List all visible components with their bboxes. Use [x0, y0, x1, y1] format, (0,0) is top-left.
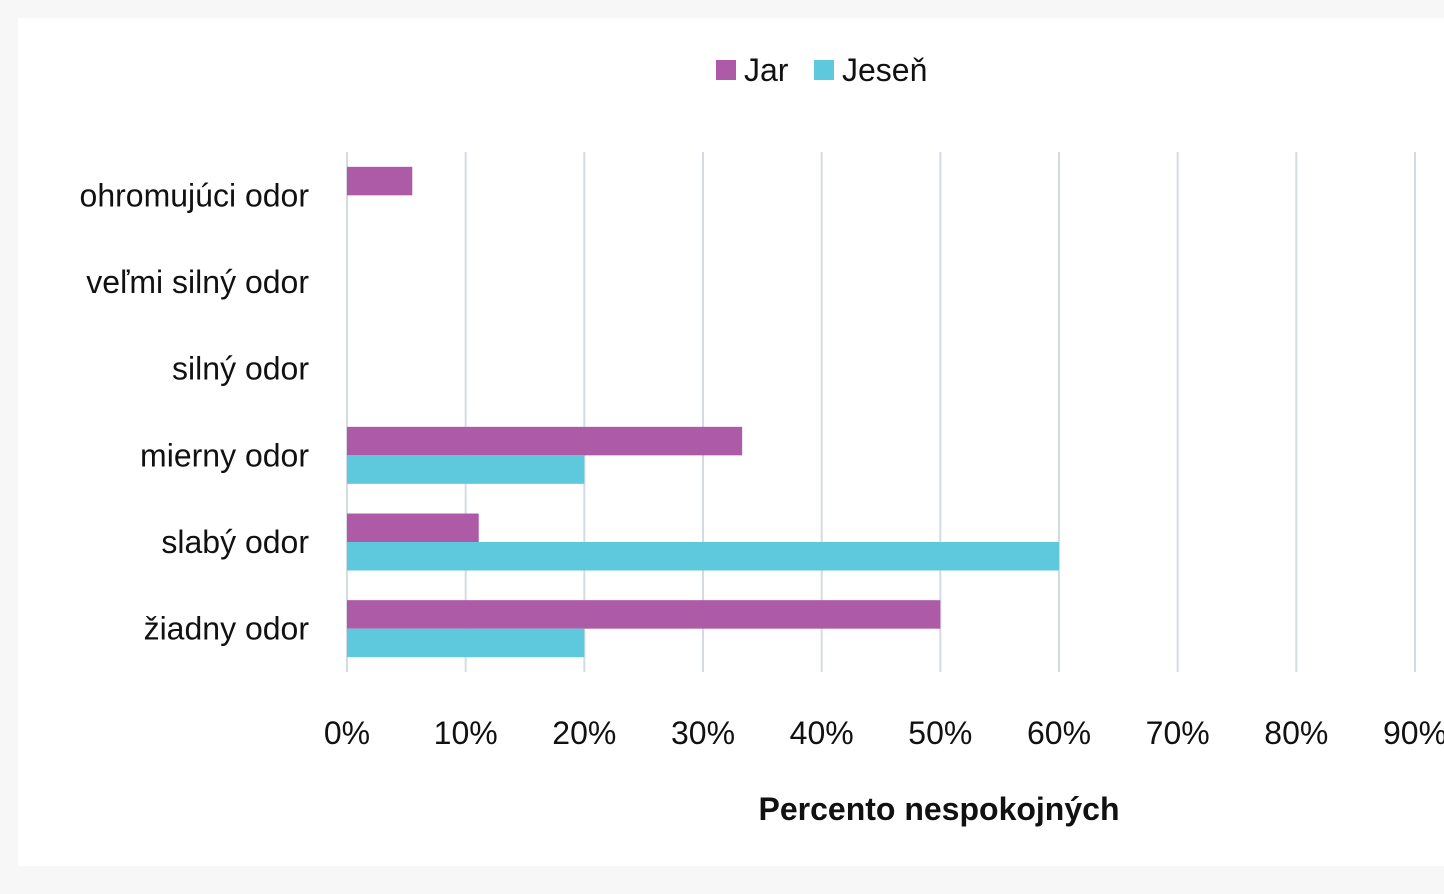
tick-labels: 0% 10% 20% 30% 40% 50% 60% 70% 80% 90%: [324, 715, 1444, 751]
x-tick-label: 60%: [1027, 715, 1091, 751]
bar-jeseň: [347, 628, 585, 658]
bar-jar: [347, 513, 479, 542]
legend-label: Jar: [744, 52, 789, 88]
x-tick-label: 20%: [552, 715, 616, 751]
legend-swatch: [716, 60, 736, 80]
x-tick-label: 80%: [1264, 715, 1328, 751]
x-tick-label: 50%: [908, 715, 972, 751]
x-tick-label: 10%: [434, 715, 498, 751]
legend: Jar Jeseň: [716, 52, 927, 88]
bar-chart: ohromujúci odor veľmi silný odor silný odo…: [80, 52, 1444, 827]
category-label: mierny odor: [140, 437, 309, 473]
category-labels: ohromujúci odor veľmi silný odor silný odo…: [80, 177, 310, 646]
bars: [347, 166, 1059, 658]
category-label: silný odor: [172, 351, 309, 387]
x-tick-label: 70%: [1146, 715, 1210, 751]
bar-jeseň: [347, 542, 1059, 571]
chart-panel: ohromujúci odor veľmi silný odor silný odo…: [18, 18, 1444, 866]
x-tick-label: 0%: [324, 715, 370, 751]
bar-jar: [347, 426, 743, 456]
legend-swatch: [814, 60, 834, 80]
x-axis-title: Percento nespokojných: [759, 791, 1120, 827]
x-tick-label: 40%: [790, 715, 854, 751]
category-label: slabý odor: [161, 524, 309, 560]
grid-lines: [346, 152, 1416, 672]
bar-jeseň: [347, 455, 585, 484]
bar-jar: [347, 600, 941, 629]
category-label: veľmi silný odor: [86, 264, 309, 300]
legend-label: Jeseň: [842, 52, 927, 88]
bar-jar: [347, 166, 413, 196]
category-label: ohromujúci odor: [80, 177, 310, 213]
category-label: žiadny odor: [144, 611, 310, 647]
x-tick-label: 30%: [671, 715, 735, 751]
x-tick-label: 90%: [1383, 715, 1444, 751]
